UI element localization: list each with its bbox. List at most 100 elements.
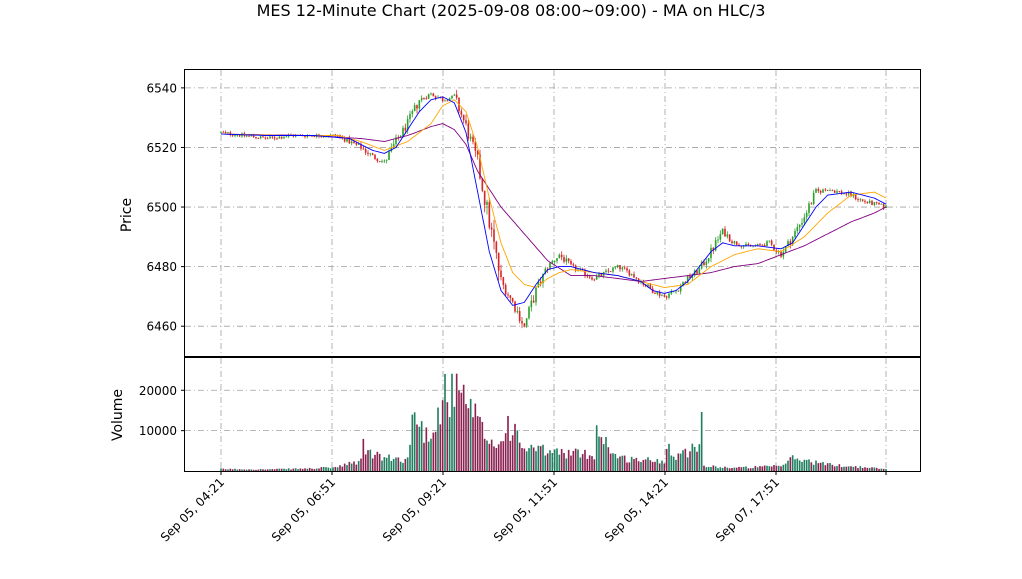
candle-body [521,321,523,324]
candle-body [857,199,859,201]
volume-bar [269,469,271,471]
candle-body [362,148,365,150]
volume-bar [572,450,575,471]
volume-bar [504,433,507,471]
price-y-tick-label: 6480 [146,260,177,274]
volume-bar [719,467,722,471]
candle-body [819,190,822,193]
volume-bar [476,416,479,471]
candle-body [383,160,386,162]
candle-body [833,190,836,193]
volume-y-tick-label: 10000 [139,424,177,438]
candle-body [367,152,369,154]
candle-body [880,203,883,205]
candle-body [516,311,519,312]
volume-bar [502,441,505,471]
candle-body [376,158,379,162]
candle-body [670,291,673,294]
candle-body [675,290,677,292]
candle-body [381,161,383,162]
volume-bar [318,468,320,471]
candle-body [224,132,227,133]
volume-bar [803,459,806,471]
candle-body [350,141,353,144]
candle-body [633,274,635,278]
volume-bar [262,469,264,471]
candle-body [418,100,421,109]
volume-bar [579,457,582,471]
volume-bar [745,466,747,471]
candle-body [672,291,675,293]
candle-body [262,136,264,138]
candle-body [364,149,367,153]
volume-bar [595,425,598,471]
candle-body [759,244,761,246]
volume-bar [430,438,432,471]
volume-bar [705,467,708,471]
volume-bar [866,467,869,471]
volume-bar [371,458,374,471]
volume-bar [742,466,745,471]
volume-bar [661,460,663,471]
volume-bar [619,456,621,471]
candle-body [273,137,276,139]
candle-body [864,200,866,202]
candle-body [227,132,229,134]
volume-bar [763,465,766,471]
candle-body [836,191,838,193]
volume-bar [329,468,332,471]
candle-body [269,136,271,139]
volume-bar [612,453,614,471]
volume-bar [292,468,295,471]
candle-body [278,136,281,139]
candle-body [749,244,752,246]
candle-body [493,229,495,242]
volume-bar [236,469,239,471]
candle-body [628,270,631,276]
candle-body [614,266,617,268]
candle-body [371,153,374,155]
volume-bar [493,446,495,471]
candle-body [705,261,708,265]
volume-bar [626,462,628,471]
candle-body [803,217,806,223]
volume-bar [311,468,313,471]
candle-body [740,245,743,247]
volume-bar [586,458,589,471]
volume-bar [882,468,885,471]
volume-bar [462,384,465,471]
candle-body [563,257,565,262]
volume-bar [817,463,820,471]
volume-bar [873,467,876,471]
volume-bar [308,467,311,471]
volume-bar [789,457,792,471]
volume-bar [385,457,388,471]
candle-body [313,136,316,137]
x-tick-label: Sep 05, 11:51 [491,475,560,544]
candle-body [700,261,703,269]
volume-bar [362,438,365,471]
candle-body [441,97,444,101]
volume-bar [754,465,757,471]
volume-bar [339,465,341,471]
candle-body [245,135,248,137]
candle-body [649,284,652,289]
candle-body [861,199,864,201]
volume-bar [703,465,705,471]
price-candles [220,89,887,329]
volume-bar [357,460,360,471]
candle-body [745,243,747,246]
candle-body [817,188,820,191]
candle-body [572,264,575,266]
volume-bar [600,437,603,471]
volume-bar [567,449,570,471]
candle-body [738,244,740,246]
volume-bar [224,469,227,471]
candle-body [276,138,278,140]
volume-bar [250,469,253,471]
volume-bar [278,468,281,471]
volume-bar [411,414,414,471]
candle-body [250,135,253,137]
